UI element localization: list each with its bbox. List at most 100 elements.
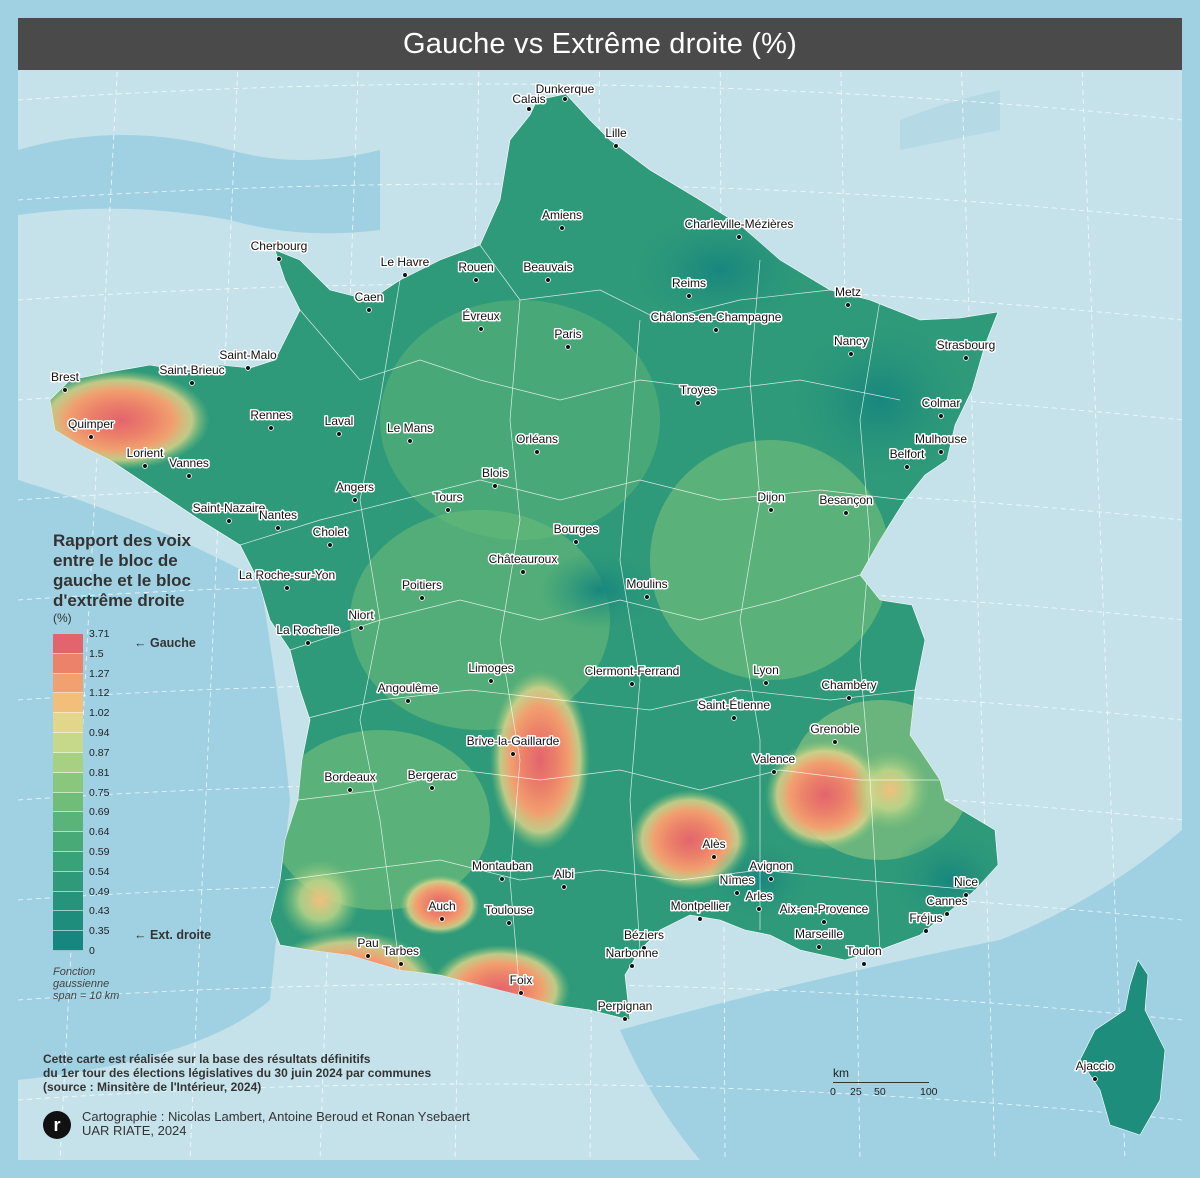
city-marker[interactable]: Besançon (818, 492, 874, 516)
city-marker[interactable]: Angoulême (376, 680, 440, 704)
city-marker[interactable]: Châlons-en-Champagne (649, 309, 783, 333)
city-label: Toulouse (485, 903, 533, 917)
city-marker[interactable]: Lyon (752, 662, 780, 686)
city-marker[interactable]: Tours (432, 489, 464, 513)
city-marker[interactable]: Troyes (678, 382, 718, 406)
city-marker[interactable]: Pau (356, 935, 380, 959)
city-marker[interactable]: Toulon (845, 943, 883, 967)
city-marker[interactable]: Cholet (311, 524, 350, 548)
city-marker[interactable]: Dunkerque (534, 81, 596, 102)
city-marker[interactable]: La Roche-sur-Yon (237, 567, 337, 591)
legend-tick-label: 0.49 (89, 885, 110, 898)
city-marker[interactable]: Avignon (748, 858, 794, 882)
city-marker[interactable]: Brest (49, 369, 81, 393)
city-marker[interactable]: Narbonne (604, 945, 660, 969)
city-marker[interactable]: Cannes (925, 893, 969, 917)
city-label: Tarbes (383, 944, 419, 958)
department-borders (239, 244, 976, 996)
city-marker[interactable]: Saint-Brieuc (158, 362, 226, 386)
city-marker[interactable]: Rennes (249, 407, 293, 431)
city-label: Fréjus (909, 911, 942, 925)
city-marker[interactable]: Alès (701, 836, 727, 860)
city-marker[interactable]: Aix-en-Provence (778, 901, 870, 925)
city-marker[interactable]: Lorient (125, 445, 166, 469)
city-marker[interactable]: La Rochelle (275, 622, 342, 646)
city-marker[interactable]: Évreux (461, 307, 501, 332)
city-marker[interactable]: Limoges (467, 660, 515, 684)
city-label: Paris (554, 327, 581, 341)
city-label: Brest (51, 370, 80, 384)
city-marker[interactable]: Lille (604, 125, 628, 149)
city-marker[interactable]: Le Havre (379, 254, 431, 278)
city-marker[interactable]: Valence (751, 751, 797, 775)
city-marker[interactable]: Bordeaux (323, 769, 377, 793)
city-marker[interactable]: Montpellier (669, 898, 731, 922)
city-marker[interactable]: Poitiers (400, 577, 444, 601)
city-marker[interactable]: Paris (553, 326, 583, 350)
city-marker[interactable]: Strasbourg (935, 337, 997, 361)
legend-tick-label: 0.75 (89, 786, 110, 799)
city-dot (938, 449, 944, 455)
city-dot (275, 525, 281, 531)
city-dot (843, 510, 849, 516)
city-marker[interactable]: Saint-Nazaire (191, 500, 267, 524)
city-marker[interactable]: Grenoble (809, 721, 862, 745)
city-marker[interactable]: Nice (952, 874, 980, 898)
city-marker[interactable]: Vannes (168, 455, 210, 479)
city-marker[interactable]: Montauban (470, 858, 534, 882)
city-marker[interactable]: Laval (323, 413, 355, 437)
city-marker[interactable]: Nantes (257, 507, 299, 531)
city-marker[interactable]: Brive-la-Gaillarde (465, 733, 561, 757)
city-marker[interactable]: Calais (511, 91, 547, 112)
city-marker[interactable]: Arles (744, 888, 774, 912)
city-label: Quimper (68, 417, 114, 431)
city-marker[interactable]: Albi (552, 866, 576, 890)
city-marker[interactable]: Tarbes (381, 943, 421, 967)
city-marker[interactable]: Béziers (622, 927, 666, 951)
city-marker[interactable]: Rouen (457, 259, 495, 283)
france-choropleth[interactable] (30, 93, 1010, 1050)
city-marker[interactable]: Clermont-Ferrand (583, 663, 681, 687)
city-marker[interactable]: Auch (427, 898, 457, 922)
city-marker[interactable]: Perpignan (596, 998, 654, 1022)
city-marker[interactable]: Saint-Malo (218, 347, 279, 371)
city-marker[interactable]: Le Mans (385, 420, 435, 444)
city-marker[interactable]: Charleville-Mézières (683, 216, 795, 240)
city-marker[interactable]: Chambéry (820, 677, 878, 701)
corsica-landmass[interactable] (1079, 959, 1166, 1136)
city-marker[interactable]: Niort (347, 607, 376, 631)
city-marker[interactable]: Dijon (756, 489, 786, 513)
city-marker[interactable]: Orléans (514, 431, 560, 455)
city-marker[interactable]: Marseille (793, 926, 845, 950)
city-marker[interactable]: Caen (353, 289, 385, 313)
city-marker[interactable]: Toulouse (483, 902, 535, 926)
city-marker[interactable]: Reims (670, 275, 708, 299)
city-label: Nancy (834, 334, 868, 348)
city-marker[interactable]: Colmar (920, 395, 962, 419)
city-label: Châlons-en-Champagne (651, 310, 782, 324)
legend-tick-label: 1.02 (89, 707, 110, 720)
city-marker[interactable]: Amiens (540, 207, 584, 231)
city-marker[interactable]: Nîmes (718, 872, 756, 896)
city-marker[interactable]: Châteauroux (487, 551, 559, 575)
city-marker[interactable]: Foix (508, 972, 534, 996)
city-marker[interactable]: Saint-Étienne (696, 696, 772, 721)
city-marker[interactable]: Fréjus (908, 910, 944, 934)
city-marker[interactable]: Beauvais (522, 259, 574, 283)
city-marker[interactable]: Angers (334, 479, 376, 503)
city-marker[interactable]: Cherbourg (249, 238, 309, 262)
city-marker[interactable]: Mulhouse (913, 431, 969, 455)
map-title: Gauche vs Extrême droite (%) (18, 18, 1182, 70)
city-marker[interactable]: Ajaccio (1074, 1058, 1116, 1082)
city-marker[interactable]: Quimper (66, 416, 116, 440)
city-marker[interactable]: Nancy (832, 333, 870, 357)
city-marker[interactable]: Bourges (552, 521, 600, 545)
city-marker[interactable]: Bergerac (406, 767, 458, 791)
city-marker[interactable]: Moulins (625, 576, 669, 600)
city-marker[interactable]: Belfort (888, 446, 927, 470)
city-dot (358, 625, 364, 631)
city-dot (711, 854, 717, 860)
city-marker[interactable]: Blois (480, 465, 510, 489)
city-marker[interactable]: Metz (833, 284, 863, 308)
